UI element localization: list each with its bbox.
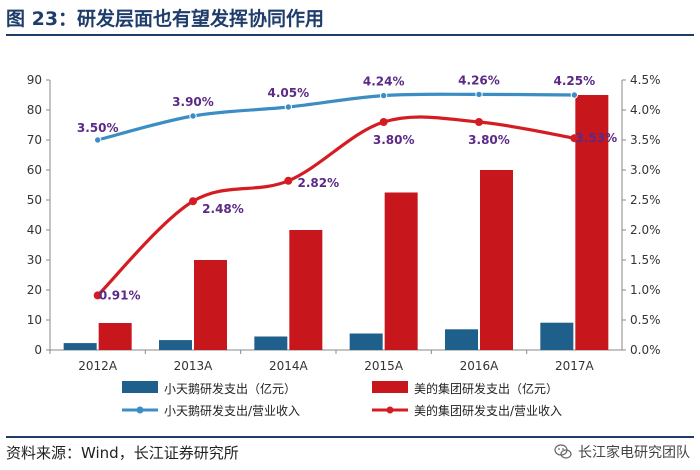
y-left-tick-label: 0 [34,343,42,357]
data-label-xiaotianer: 4.24% [363,75,405,89]
y-left-tick-label: 10 [27,313,42,327]
point-midea-ratio [284,176,293,185]
data-label-midea: 3.53% [576,131,618,145]
y-right-tick-label: 4.0% [630,103,661,117]
bar-midea-rd [289,230,323,350]
source-note: 资料来源：Wind，长江证券研究所 [6,444,239,462]
footer: 资料来源：Wind，长江证券研究所 长江家电研究团队 [6,436,694,466]
y-right-tick-label: 2.5% [630,193,661,207]
bar-midea-rd [98,323,132,350]
y-right-tick-label: 1.0% [630,283,661,297]
y-left-tick-label: 20 [27,283,42,297]
bar-xiaotianer-rd [445,329,478,350]
brand-name: 长江家电研究团队 [578,445,690,461]
wechat-icon [554,444,572,459]
bar-xiaotianer-rd [63,343,97,350]
brand-signature: 长江家电研究团队 [554,442,690,462]
point-xiaotianer-ratio [379,91,388,100]
bar-xiaotianer-rd [349,333,383,350]
point-midea-ratio [189,197,197,206]
y-left-tick-label: 40 [27,223,42,237]
data-label-xiaotianer: 3.50% [77,121,119,135]
bar-midea-rd [575,95,609,350]
data-label-midea: 0.91% [99,288,141,302]
data-label-midea: 2.82% [298,176,340,190]
data-label-xiaotianer: 4.05% [268,86,310,100]
data-label-xiaotianer: 4.25% [554,74,596,88]
data-label-midea: 2.48% [202,202,244,216]
x-tick-label: 2015A [364,359,404,373]
bar-midea-rd [194,260,227,350]
y-left-tick-label: 80 [27,103,42,117]
point-xiaotianer-ratio [93,136,102,144]
y-left-tick-label: 90 [27,73,42,87]
y-right-tick-label: 3.5% [630,133,661,147]
point-xiaotianer-ratio [189,112,197,120]
bar-midea-rd [480,170,513,350]
y-right-tick-label: 1.5% [630,253,661,267]
legend-swatch-marker [136,406,144,414]
y-left-tick-label: 30 [27,253,42,267]
y-right-tick-label: 0.5% [630,313,661,327]
y-right-tick-label: 3.0% [630,163,661,177]
legend-swatch-bar [372,381,408,393]
y-right-tick-label: 2.0% [630,223,661,237]
legend-label: 小天鹅研发支出/营业收入 [164,403,300,418]
point-midea-ratio [379,118,388,126]
bar-xiaotianer-rd [254,336,288,350]
line-xiaotianer-ratio [97,92,575,142]
point-xiaotianer-ratio [570,91,579,99]
y-left-tick-label: 60 [27,163,42,177]
x-tick-label: 2016A [460,359,500,373]
legend-swatch-bar [122,381,158,393]
y-left-tick-label: 70 [27,133,42,147]
legend-label: 小天鹅研发支出（亿元） [164,381,296,396]
point-midea-ratio [93,291,102,300]
legend-swatch-marker [386,406,394,414]
bar-midea-rd [384,192,418,350]
legend-label: 美的集团研发支出/营业收入 [414,403,562,418]
data-label-midea: 3.80% [468,133,510,147]
bar-xiaotianer-rd [540,322,574,350]
point-xiaotianer-ratio [475,90,483,99]
y-right-tick-label: 4.5% [630,73,661,87]
chart-area: 0 10 20 30 40 50 60 70 80 90 0.0% 0.5% 1.0% 1.5% 2.0% 2… [27,73,661,418]
y-right-tick-label: 0.0% [630,343,661,357]
x-tick-label: 2014A [269,359,309,373]
x-tick-label: 2013A [174,359,214,373]
point-midea-ratio [570,134,579,143]
x-tick-label: 2012A [78,359,118,373]
data-label-xiaotianer: 4.26% [458,73,500,87]
bar-xiaotianer-rd [159,340,192,350]
data-label-midea: 3.80% [373,133,415,147]
data-label-xiaotianer: 3.90% [172,95,214,109]
point-midea-ratio [475,118,483,126]
figure-title: 图 23：研发层面也有望发挥协同作用 [6,2,694,36]
x-tick-label: 2017A [555,359,595,373]
point-xiaotianer-ratio [284,103,293,111]
y-left-tick-label: 50 [27,193,42,207]
legend-label: 美的集团研发支出（亿元） [414,381,558,396]
